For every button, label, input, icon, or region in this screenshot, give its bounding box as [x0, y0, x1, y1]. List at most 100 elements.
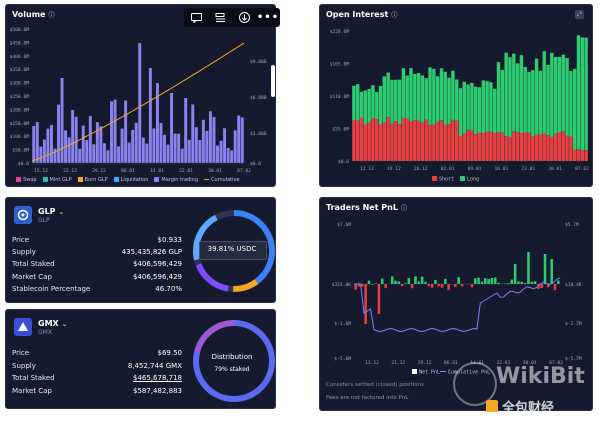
- pnl-bar: [480, 281, 484, 284]
- long-bar: [572, 68, 577, 150]
- volume-bar: [230, 150, 234, 163]
- info-icon[interactable]: ⓘ: [400, 205, 407, 212]
- glp-panel: GLP ⌄ GLP Price $0.933 Supply 435,435,826 G…: [5, 197, 276, 303]
- glp-header[interactable]: GLP ⌄ GLP: [14, 206, 64, 224]
- open-interest-panel: Open Interest ⓘ ⤢ $220.0M $165.0M $110.0M $5…: [319, 4, 593, 187]
- volume-bar: [170, 93, 174, 163]
- info-icon[interactable]: ⓘ: [48, 12, 55, 19]
- stat-row: Market Cap $587,482,883: [12, 387, 182, 396]
- pnl-bar: [424, 281, 427, 284]
- cumulative-line: [31, 42, 245, 162]
- info-icon[interactable]: ⓘ: [391, 12, 398, 19]
- expand-icon[interactable]: ⤢: [575, 10, 584, 19]
- stat-label: Supply: [12, 248, 36, 257]
- legend-item[interactable]: Burn GLP: [77, 177, 108, 183]
- pnl-bar: [390, 276, 394, 284]
- open-interest-chart: $220.0M $165.0M $110.0M $55.0M $0.0 12.12 19.1…: [330, 29, 590, 183]
- stat-row: Stablecoin Percentage 46.70%: [12, 285, 182, 294]
- volume-bar: [216, 145, 219, 163]
- long-bar: [428, 67, 432, 125]
- volume-bar: [159, 122, 163, 163]
- short-bar: [508, 136, 512, 161]
- legend-item[interactable]: Margin trading: [154, 177, 198, 183]
- y-tick-label: $-5.6M: [334, 356, 351, 362]
- stat-value: $0.933: [157, 236, 183, 244]
- gmx-header[interactable]: GMX ⌄ GMX: [14, 318, 67, 336]
- short-bar: [538, 134, 543, 161]
- long-bar: [481, 80, 486, 134]
- pnl-bar: [530, 281, 534, 284]
- volume-bar: [233, 130, 237, 163]
- stat-value: 8,452,744 GMX: [127, 361, 182, 370]
- volume-bar: [120, 128, 124, 163]
- list-icon[interactable]: [210, 9, 230, 26]
- stat-row: Supply 8,452,744 GMX: [12, 362, 182, 371]
- more-icon[interactable]: •••: [256, 12, 280, 23]
- long-bar: [439, 68, 444, 121]
- watermark-cn: 全包财经: [502, 401, 555, 416]
- long-bar: [504, 52, 508, 137]
- short-bar: [534, 134, 539, 161]
- stat-value: $69.50: [157, 349, 183, 357]
- comment-icon[interactable]: [186, 9, 206, 26]
- pnl-bar: [487, 279, 490, 284]
- legend-item[interactable]: Cumulative: [204, 177, 240, 183]
- volume-bar: [198, 140, 202, 163]
- short-bar: [565, 135, 569, 161]
- legend-item[interactable]: Swap: [16, 177, 37, 183]
- long-bar: [538, 70, 543, 135]
- x-tick-label: 30.01: [523, 360, 537, 366]
- x-tick-label: 07.02: [549, 360, 563, 366]
- stat-value[interactable]: $465,678,718: [133, 374, 182, 382]
- pnl-bar: [371, 284, 374, 285]
- glp-donut-label: 39.81% USDC: [207, 245, 257, 253]
- chevron-down-icon[interactable]: ⌄: [58, 207, 65, 216]
- volume-bar: [138, 43, 142, 163]
- legend-item[interactable]: Liquidation: [113, 177, 148, 183]
- glp-donut: [193, 210, 275, 292]
- watermark-brand: WikiBit: [496, 364, 585, 389]
- long-bar: [451, 70, 455, 120]
- short-bar: [405, 118, 409, 161]
- x-tick-label: 19.12: [387, 166, 401, 172]
- legend-item[interactable]: Mint GLP: [42, 177, 72, 183]
- pnl-bar: [447, 284, 450, 290]
- x-tick-label: 06.01: [444, 360, 458, 366]
- pnl-bar: [414, 276, 417, 284]
- volume-bar: [49, 125, 53, 163]
- gmx-symbol: GMX: [38, 318, 59, 328]
- y-tick-label: $0.0: [18, 161, 29, 167]
- x-tick-label: 16.01: [494, 166, 508, 172]
- short-bar: [500, 132, 505, 161]
- short-bar: [424, 119, 428, 161]
- download-icon[interactable]: [234, 9, 254, 26]
- short-bar: [462, 133, 466, 161]
- volume-bar: [85, 140, 89, 163]
- x-tick-label: 09.01: [468, 166, 482, 172]
- pnl-bar: [394, 280, 397, 284]
- short-bar: [359, 117, 364, 161]
- volume-bar: [205, 130, 209, 163]
- chevron-down-icon[interactable]: ⌄: [61, 319, 68, 328]
- long-bar: [550, 52, 554, 137]
- legend-label: Margin trading: [161, 177, 199, 183]
- volume-bar: [212, 117, 216, 163]
- long-bar: [378, 86, 383, 125]
- long-bar: [534, 58, 539, 135]
- pnl-bar: [404, 283, 407, 284]
- watermark-logo: [453, 362, 497, 406]
- stat-row: Price $69.50: [12, 349, 182, 358]
- short-bar: [557, 132, 562, 161]
- y-tick-label: $0.0: [250, 161, 261, 167]
- long-bar: [557, 56, 562, 133]
- volume-chart: $500.0M $450.0M $400.0M $350.0M $300.0M $250.…: [10, 27, 275, 174]
- pnl-bar: [430, 284, 434, 288]
- long-bar: [580, 37, 584, 151]
- short-bar: [432, 124, 436, 161]
- scroll-handle: [271, 65, 275, 97]
- y-tick-label: $150.0M: [10, 121, 30, 127]
- volume-bar: [74, 116, 78, 163]
- volume-bar: [57, 104, 60, 163]
- y-tick-label: $9.00B: [250, 59, 267, 65]
- volume-bar: [60, 78, 64, 163]
